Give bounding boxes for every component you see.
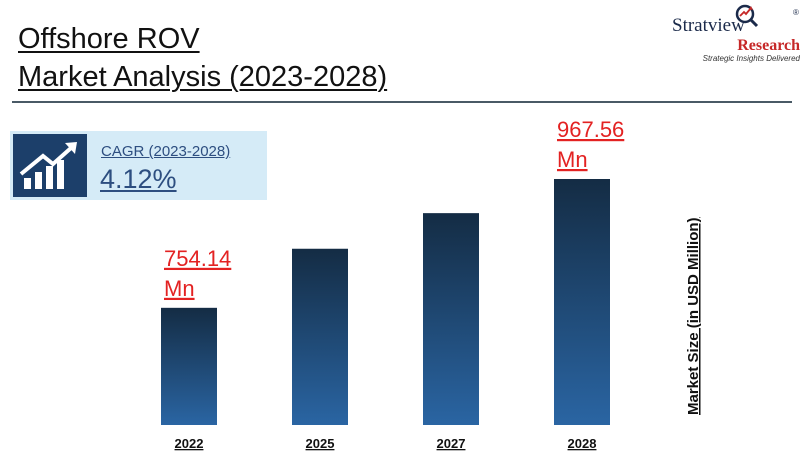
bar-2028	[554, 179, 610, 425]
title-line-2: Market Analysis (2023-2028)	[18, 61, 388, 93]
x-tick-2028: 2028	[568, 436, 597, 451]
growth-chart-icon	[13, 134, 87, 197]
x-tick-labels: 2022 2025 2027 2028	[175, 436, 597, 451]
stratview-logo: Stratview ® Research Strategic Insights …	[672, 2, 800, 68]
header-divider	[12, 101, 792, 103]
x-tick-2022: 2022	[175, 436, 204, 451]
x-tick-2027: 2027	[437, 436, 466, 451]
page-title: Offshore ROV Market Analysis (2023-2028)	[18, 20, 387, 96]
registered-mark: ®	[793, 8, 799, 17]
logo-tagline: Strategic Insights Delivered	[702, 54, 800, 63]
title-line-1: Offshore ROV	[18, 23, 200, 55]
data-label-2022-line2: Mn	[164, 276, 195, 301]
bar-2027	[423, 213, 479, 425]
logo-wordmark: Stratview	[672, 15, 745, 36]
data-labels-group: 754.14 Mn 967.56 Mn	[164, 117, 624, 301]
cagr-panel: CAGR (2023-2028) 4.12%	[10, 131, 267, 200]
y-axis-label: Market Size (in USD Million)	[685, 217, 702, 415]
cagr-label: CAGR (2023-2028)	[101, 143, 231, 160]
x-tick-2025: 2025	[306, 436, 335, 451]
magnifier-globe-icon	[735, 4, 759, 28]
data-label-2028-line2: Mn	[557, 147, 588, 172]
cagr-value: 4.12%	[100, 164, 177, 194]
bar-2025	[292, 248, 348, 425]
data-label-2022-line1: 754.14	[164, 246, 231, 271]
bar-2022	[161, 307, 217, 425]
data-label-2028-line1: 967.56	[557, 117, 624, 142]
logo-research: Research	[737, 37, 800, 54]
bars-group	[161, 179, 610, 425]
